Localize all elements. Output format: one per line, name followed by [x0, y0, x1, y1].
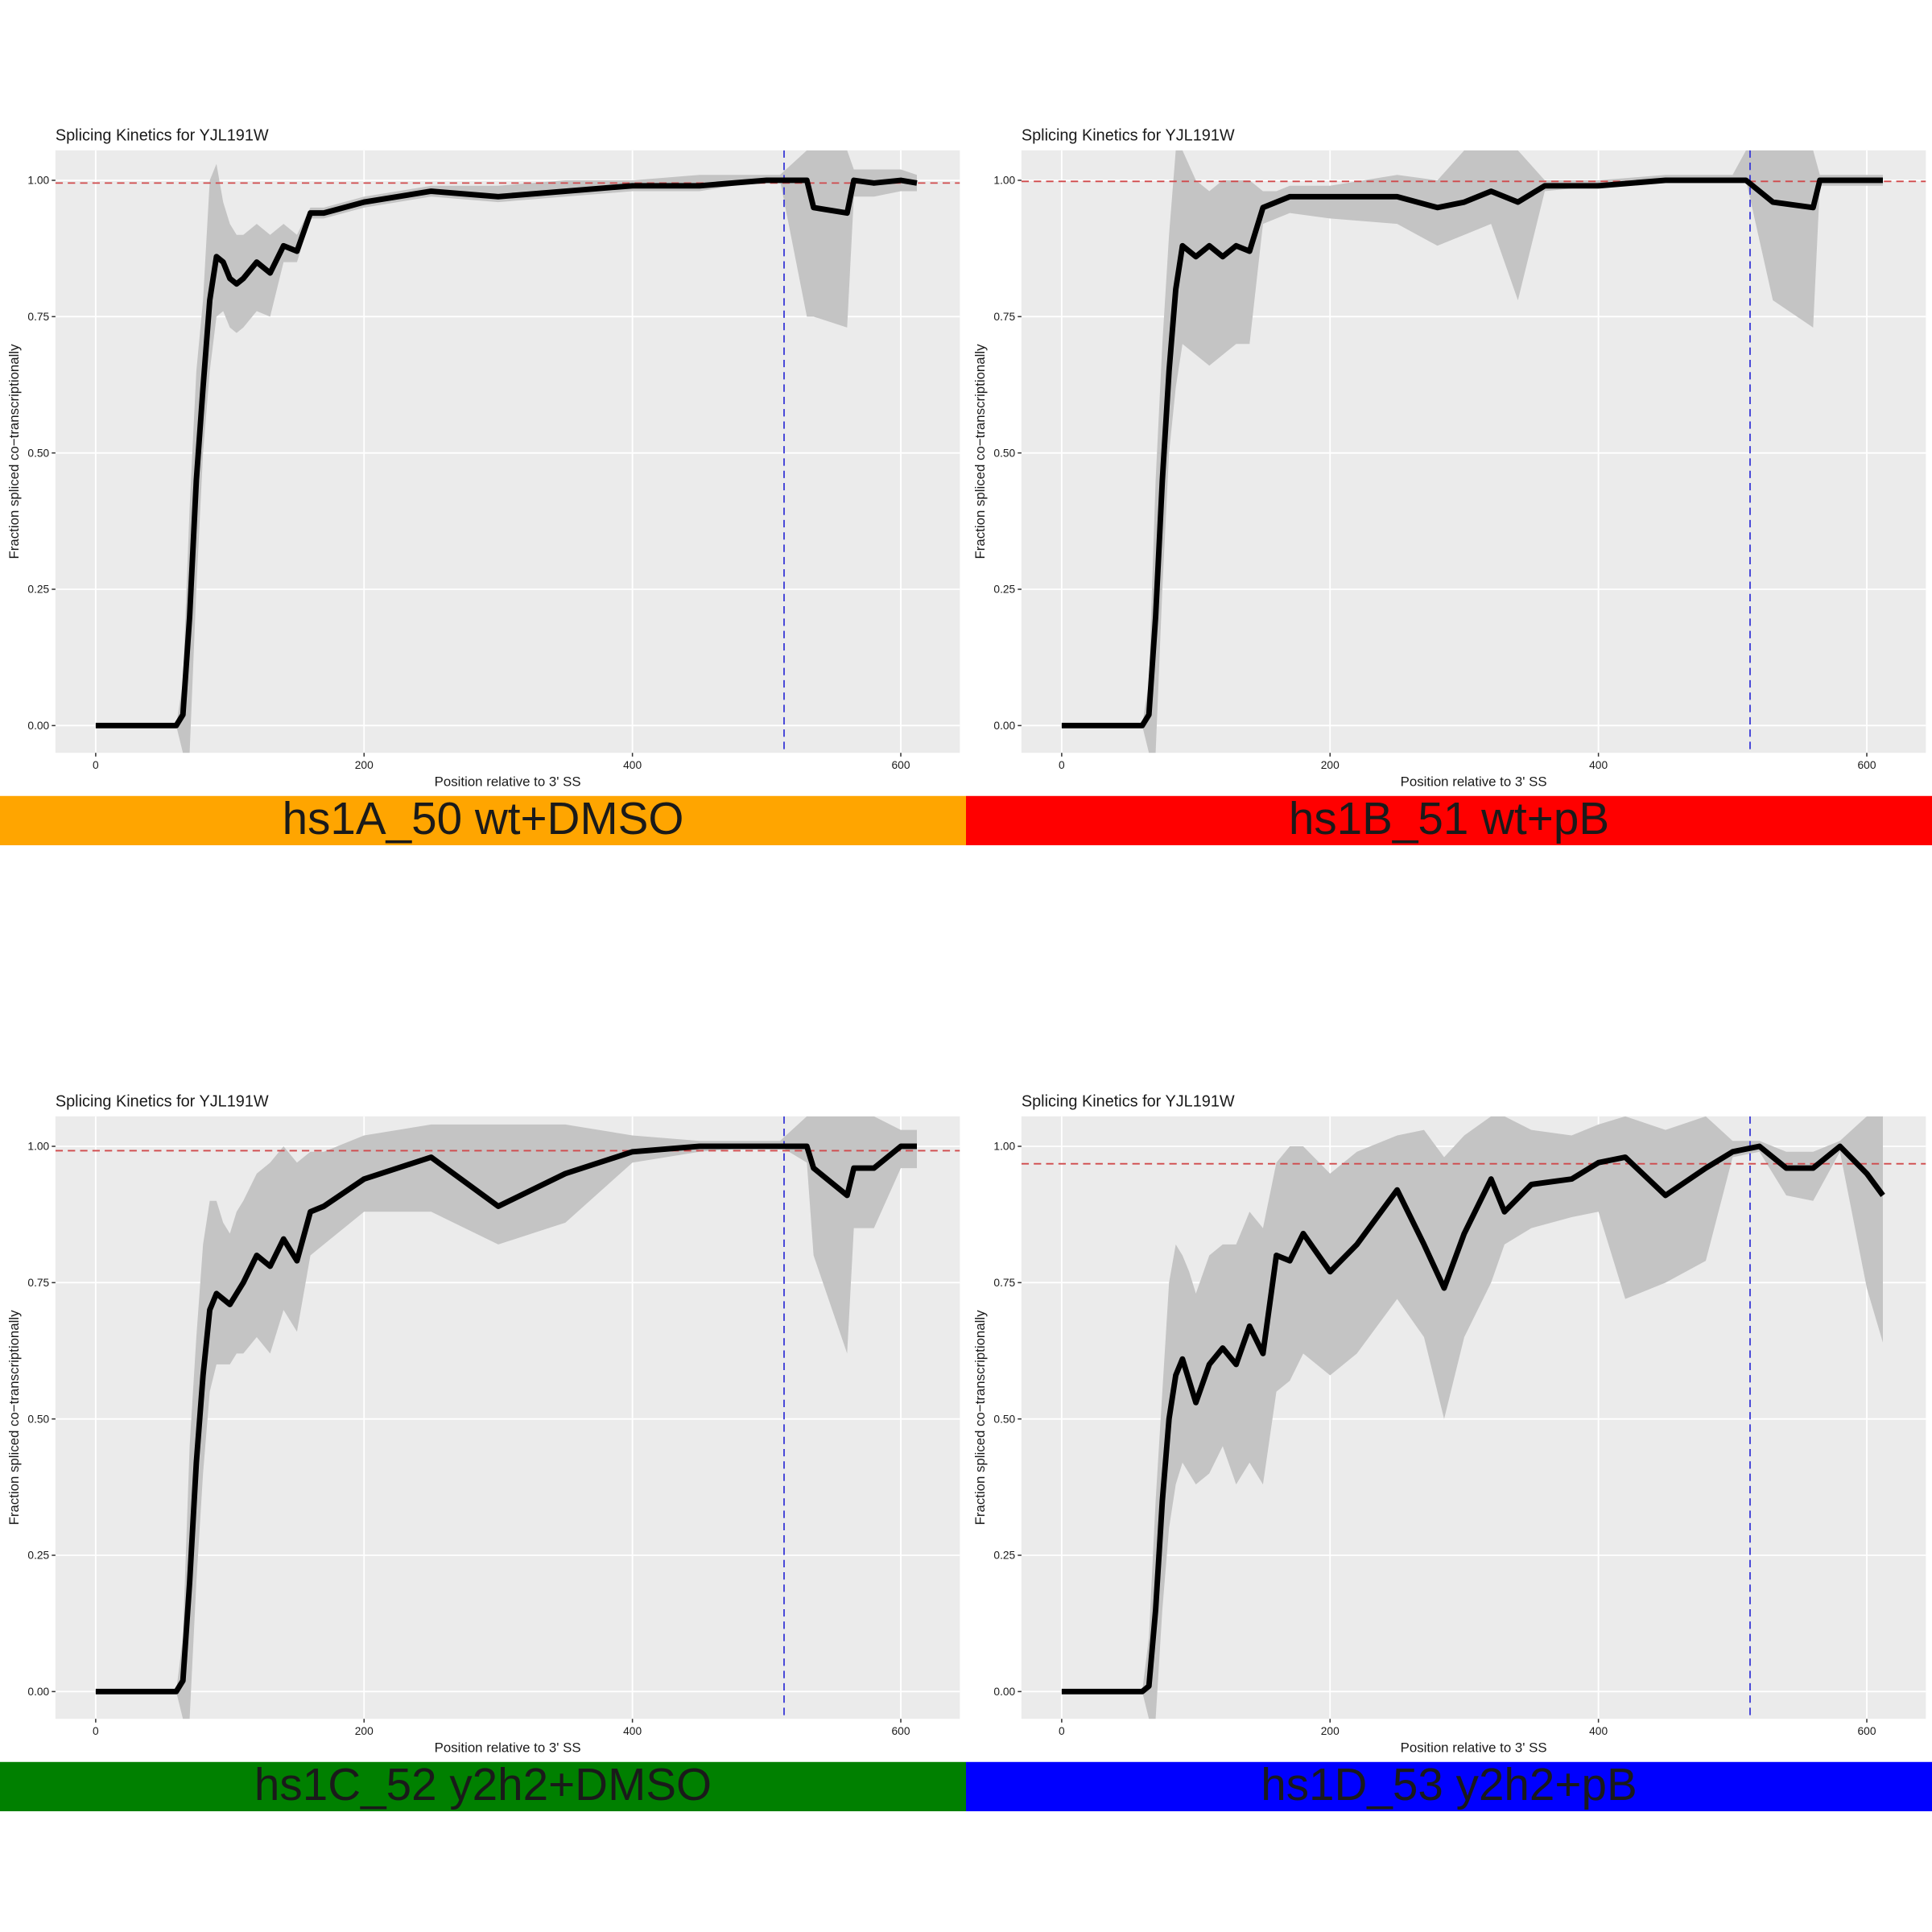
x-axis-label: Position relative to 3' SS [435, 774, 581, 790]
x-tick-label: 200 [1321, 1725, 1340, 1737]
y-tick-label: 0.00 [993, 1686, 1015, 1698]
data-line [1061, 1143, 1885, 1695]
y-tick-label: 0.75 [993, 311, 1015, 323]
y-tick-label: 0.25 [27, 1550, 49, 1562]
y-tick-label: 1.00 [993, 1141, 1015, 1153]
x-tick-label: 0 [1059, 1725, 1065, 1737]
panel: Splicing Kinetics for YJL191W 0.00 0.25 0.5… [0, 1092, 966, 1811]
plot-area [55, 150, 960, 753]
x-tick-label: 600 [892, 1725, 910, 1737]
x-axis-label: Position relative to 3' SS [435, 1740, 581, 1756]
caption-text: hs1C_52 y2h2+DMSO [254, 1760, 712, 1810]
plot-area [1021, 150, 1926, 753]
y-tick-label: 1.00 [993, 175, 1015, 187]
chart-title: Splicing Kinetics for YJL191W [1022, 1092, 1235, 1110]
y-tick-label: 0.00 [993, 720, 1015, 732]
confidence-band [1061, 150, 1884, 753]
chart-title: Splicing Kinetics for YJL191W [56, 1092, 269, 1110]
x-tick-label: 200 [355, 759, 374, 771]
y-tick-label: 0.25 [993, 584, 1015, 596]
chart-title: Splicing Kinetics for YJL191W [56, 126, 269, 144]
y-tick-label: 1.00 [27, 1141, 49, 1153]
y-axis-label: Fraction spliced co−transcriptionally [6, 1310, 22, 1525]
caption-banner [0, 1761, 966, 1811]
data-line [1061, 177, 1884, 729]
x-axis-label: Position relative to 3' SS [1401, 1740, 1547, 1756]
y-tick-label: 0.00 [27, 1686, 49, 1698]
caption-text: hs1B_51 wt+pB [1289, 794, 1609, 844]
y-tick-label: 0.25 [27, 584, 49, 596]
x-tick-label: 400 [1589, 1725, 1608, 1737]
x-tick-label: 600 [892, 759, 910, 771]
y-axis-label: Fraction spliced co−transcriptionally [972, 344, 988, 559]
y-tick-label: 0.50 [993, 1413, 1015, 1425]
y-tick-label: 0.75 [993, 1277, 1015, 1289]
panel: Splicing Kinetics for YJL191W 0.00 0.25 0.5… [0, 126, 966, 845]
data-line [95, 1143, 918, 1695]
y-axis-label: Fraction spliced co−transcriptionally [6, 344, 22, 559]
y-tick-label: 0.75 [27, 311, 49, 323]
x-tick-label: 400 [623, 1725, 642, 1737]
x-axis-label: Position relative to 3' SS [1401, 774, 1547, 790]
caption-text: hs1D_53 y2h2+pB [1261, 1760, 1637, 1810]
x-tick-label: 400 [623, 759, 642, 771]
y-tick-label: 0.50 [993, 447, 1015, 459]
y-tick-label: 0.25 [993, 1550, 1015, 1562]
y-tick-label: 0.75 [27, 1277, 49, 1289]
caption-banner [966, 1761, 1932, 1811]
plot-area [1021, 1116, 1926, 1719]
panel: Splicing Kinetics for YJL191W 0.00 0.25 0.5… [966, 126, 1932, 845]
data-line [95, 177, 918, 729]
confidence-band [95, 1116, 918, 1719]
x-tick-label: 400 [1589, 759, 1608, 771]
chart-title: Splicing Kinetics for YJL191W [1022, 126, 1235, 144]
x-tick-label: 0 [93, 759, 99, 771]
x-tick-label: 0 [1059, 759, 1065, 771]
x-tick-label: 200 [1321, 759, 1340, 771]
panel: Splicing Kinetics for YJL191W 0.00 0.25 0.5… [966, 1092, 1932, 1811]
x-tick-label: 600 [1858, 1725, 1876, 1737]
confidence-band [1061, 1116, 1884, 1719]
y-tick-label: 0.50 [27, 447, 49, 459]
caption-banner [0, 795, 966, 845]
x-tick-label: 0 [93, 1725, 99, 1737]
plot-area [55, 1116, 960, 1719]
x-tick-label: 600 [1858, 759, 1876, 771]
x-tick-label: 200 [355, 1725, 374, 1737]
caption-text: hs1A_50 wt+DMSO [283, 794, 684, 844]
y-axis-label: Fraction spliced co−transcriptionally [972, 1310, 988, 1525]
y-tick-label: 0.00 [27, 720, 49, 732]
y-tick-label: 1.00 [27, 175, 49, 187]
caption-banner [966, 795, 1932, 845]
y-tick-label: 0.50 [27, 1413, 49, 1425]
